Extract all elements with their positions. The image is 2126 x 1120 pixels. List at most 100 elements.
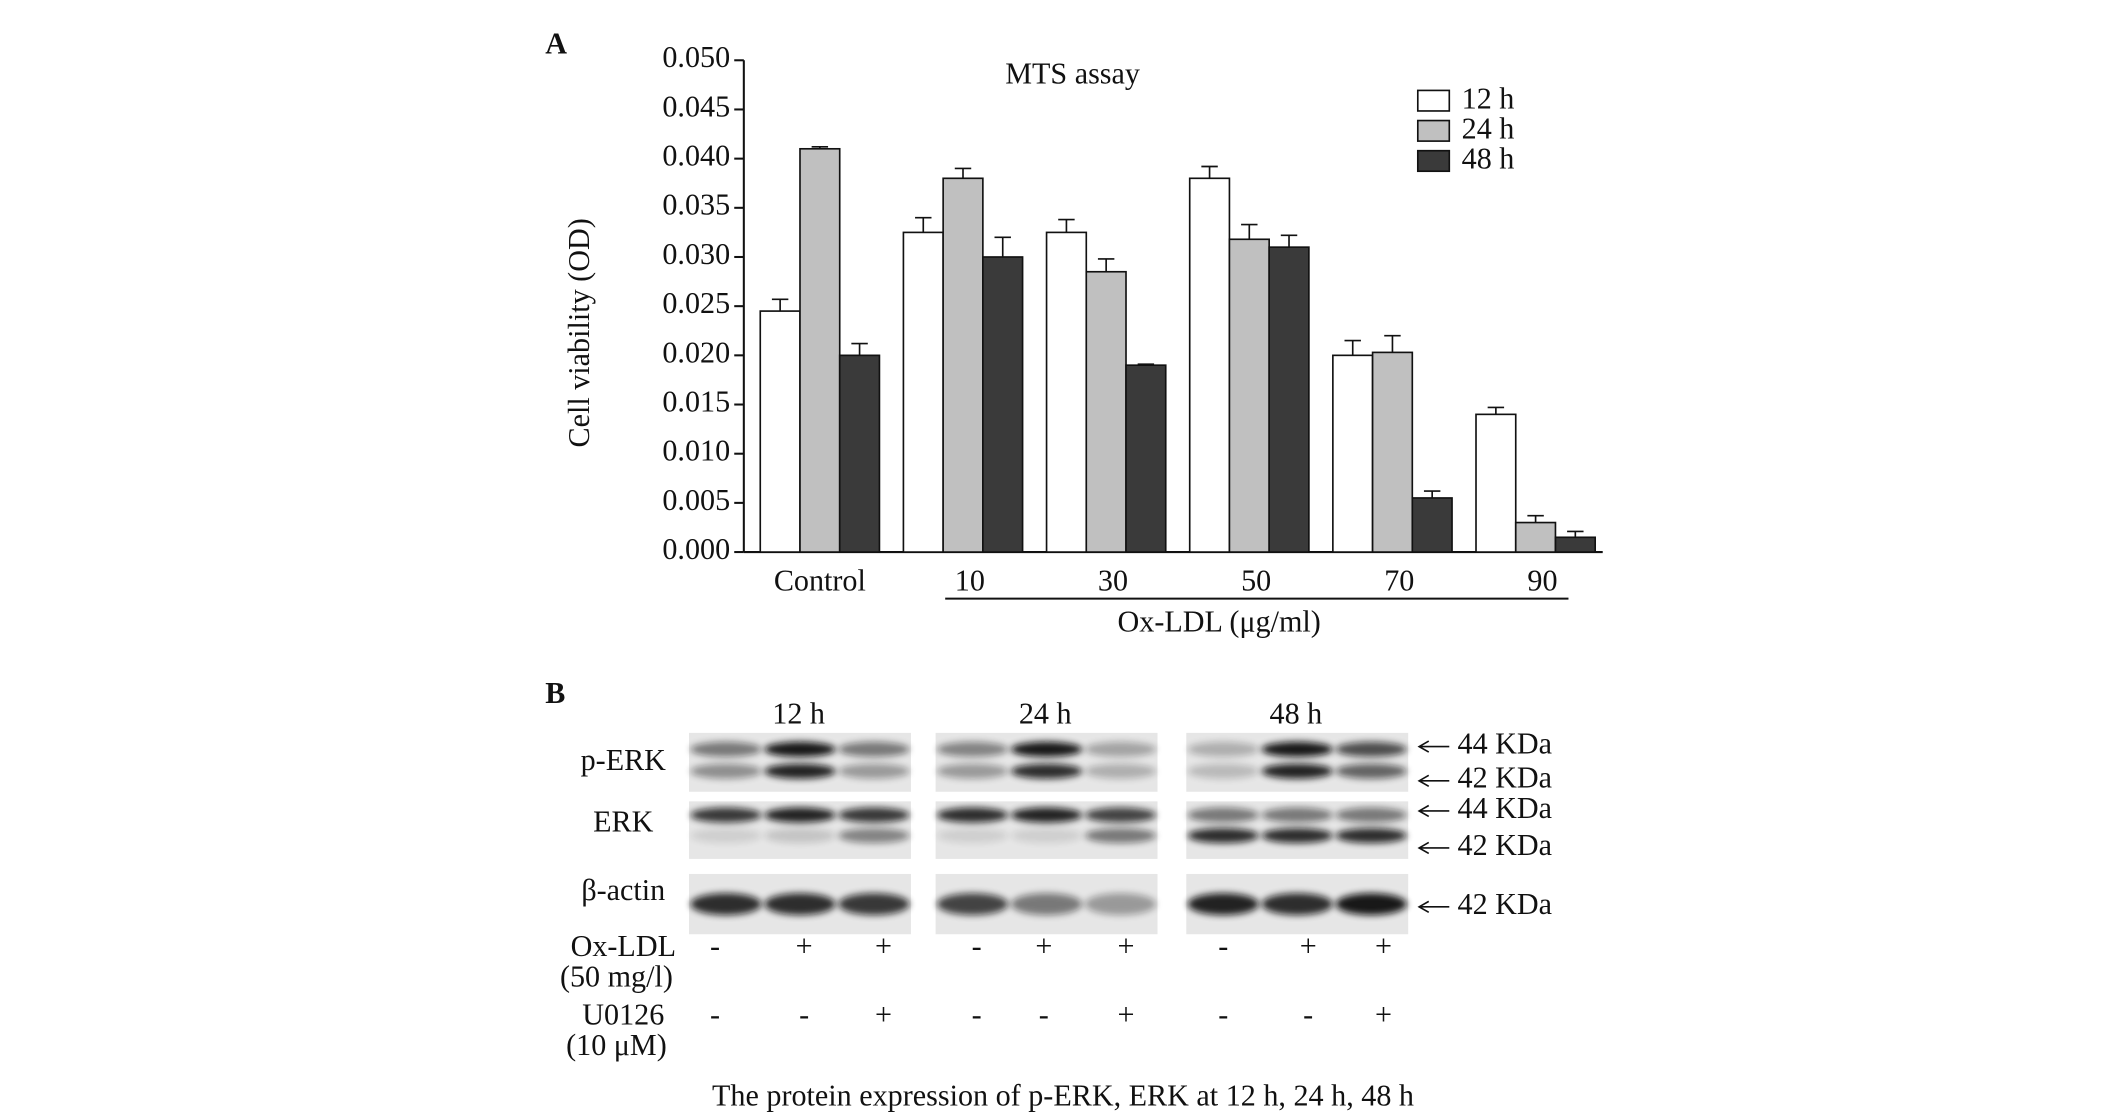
legend-swatch — [1416, 119, 1451, 142]
treatment-sign: + — [1375, 929, 1392, 963]
x-tick-label: 70 — [1384, 563, 1414, 597]
blot-band — [838, 807, 910, 823]
blot-band — [1261, 763, 1333, 779]
bar — [942, 177, 984, 553]
blot-band — [936, 893, 1009, 916]
treatment-sign: + — [1375, 998, 1392, 1032]
error-bar — [1384, 334, 1401, 353]
marker-label: 42 KDa — [1458, 761, 1553, 795]
time-label: 24 h — [1019, 696, 1072, 730]
blot-band — [690, 893, 762, 916]
blot-band — [1335, 807, 1407, 823]
blot-panel — [1186, 732, 1409, 792]
marker-arrow — [1417, 900, 1450, 914]
treatment-sign: + — [875, 998, 892, 1032]
x-tick-label: 90 — [1527, 563, 1557, 597]
treatment-dose: (10 μM) — [566, 1028, 667, 1062]
treatment-sign: - — [972, 998, 982, 1032]
bar — [1411, 497, 1453, 553]
blot-panel — [689, 732, 911, 792]
x-axis-label: Ox-LDL (μg/ml) — [1118, 605, 1321, 639]
row-label: β-actin — [581, 873, 665, 907]
error-bar — [851, 342, 868, 356]
x-tick-label: 10 — [955, 563, 985, 597]
blot-band — [1261, 807, 1333, 823]
bar — [1371, 351, 1414, 553]
blot-band — [1261, 828, 1333, 844]
blot-band — [838, 741, 910, 757]
blot-band — [764, 741, 836, 757]
blot-band — [1010, 807, 1083, 823]
x-tick-label: Control — [774, 563, 866, 597]
treatment-sign: - — [710, 998, 720, 1032]
treatment-sign: - — [1218, 998, 1228, 1032]
treatment-sign: + — [1118, 929, 1135, 963]
error-bar — [1137, 363, 1155, 366]
treatment-dose: (50 mg/l) — [560, 959, 673, 993]
y-tick-label: 0.030 — [662, 237, 730, 271]
bar — [1332, 354, 1374, 553]
bar — [982, 256, 1024, 553]
treatment-sign: + — [1035, 929, 1052, 963]
error-bar — [954, 167, 972, 179]
error-bar — [1527, 514, 1544, 523]
treatment-sign: - — [799, 998, 809, 1032]
bar — [1514, 521, 1557, 553]
error-bar — [1241, 223, 1258, 240]
blot-band — [690, 807, 762, 823]
error-bar — [811, 146, 829, 149]
error-bar — [1097, 258, 1115, 272]
x-tick-label: 30 — [1098, 563, 1128, 597]
y-tick-label: 0.020 — [662, 335, 730, 369]
treatment-sign: - — [1303, 998, 1313, 1032]
blot-band — [936, 807, 1009, 823]
blot-band — [936, 763, 1009, 779]
treatment-sign: + — [796, 929, 813, 963]
blot-band — [1335, 893, 1407, 916]
blot-band — [1261, 741, 1333, 757]
blot-band — [1187, 763, 1259, 779]
blot-band — [1335, 763, 1407, 779]
legend-label: 12 h — [1462, 81, 1515, 115]
blot-band — [1010, 828, 1083, 844]
treatment-sign: - — [972, 929, 982, 963]
marker-arrow — [1417, 804, 1450, 818]
caption: The protein expression of p-ERK, ERK at … — [712, 1079, 1414, 1113]
blot-panel — [935, 732, 1158, 792]
blot-band — [1084, 763, 1157, 779]
treatment-sign: - — [710, 929, 720, 963]
legend-label: 48 h — [1462, 142, 1515, 176]
blot-band — [1084, 807, 1157, 823]
blot-band — [764, 828, 836, 844]
marker-label: 42 KDa — [1458, 828, 1553, 862]
y-tick-label: 0.010 — [662, 434, 730, 468]
blot-band — [1335, 741, 1407, 757]
marker-arrow — [1417, 774, 1450, 788]
y-tick-label: 0.045 — [662, 89, 730, 123]
blot-band — [1084, 741, 1157, 757]
blot-band — [936, 828, 1009, 844]
blot-band — [1010, 741, 1083, 757]
marker-label: 44 KDa — [1458, 726, 1553, 760]
blot-band — [838, 893, 910, 916]
error-bar — [915, 216, 932, 233]
blot-band — [1261, 893, 1333, 916]
x-tick-label: 50 — [1241, 563, 1271, 597]
marker-label: 42 KDa — [1458, 887, 1553, 921]
blot-band — [764, 763, 836, 779]
error-bar — [1280, 234, 1298, 248]
bar — [1188, 177, 1231, 553]
blot-band — [690, 763, 762, 779]
treatment-label: U0126 — [582, 998, 664, 1032]
treatment-sign: + — [1118, 998, 1135, 1032]
error-bar — [1344, 339, 1361, 356]
marker-label: 44 KDa — [1458, 791, 1553, 825]
error-bar — [1487, 406, 1505, 415]
blot-band — [690, 741, 762, 757]
bar — [1045, 231, 1088, 553]
marker-arrow — [1417, 841, 1450, 855]
blot-band — [1187, 807, 1259, 823]
panel-label: A — [545, 27, 567, 61]
